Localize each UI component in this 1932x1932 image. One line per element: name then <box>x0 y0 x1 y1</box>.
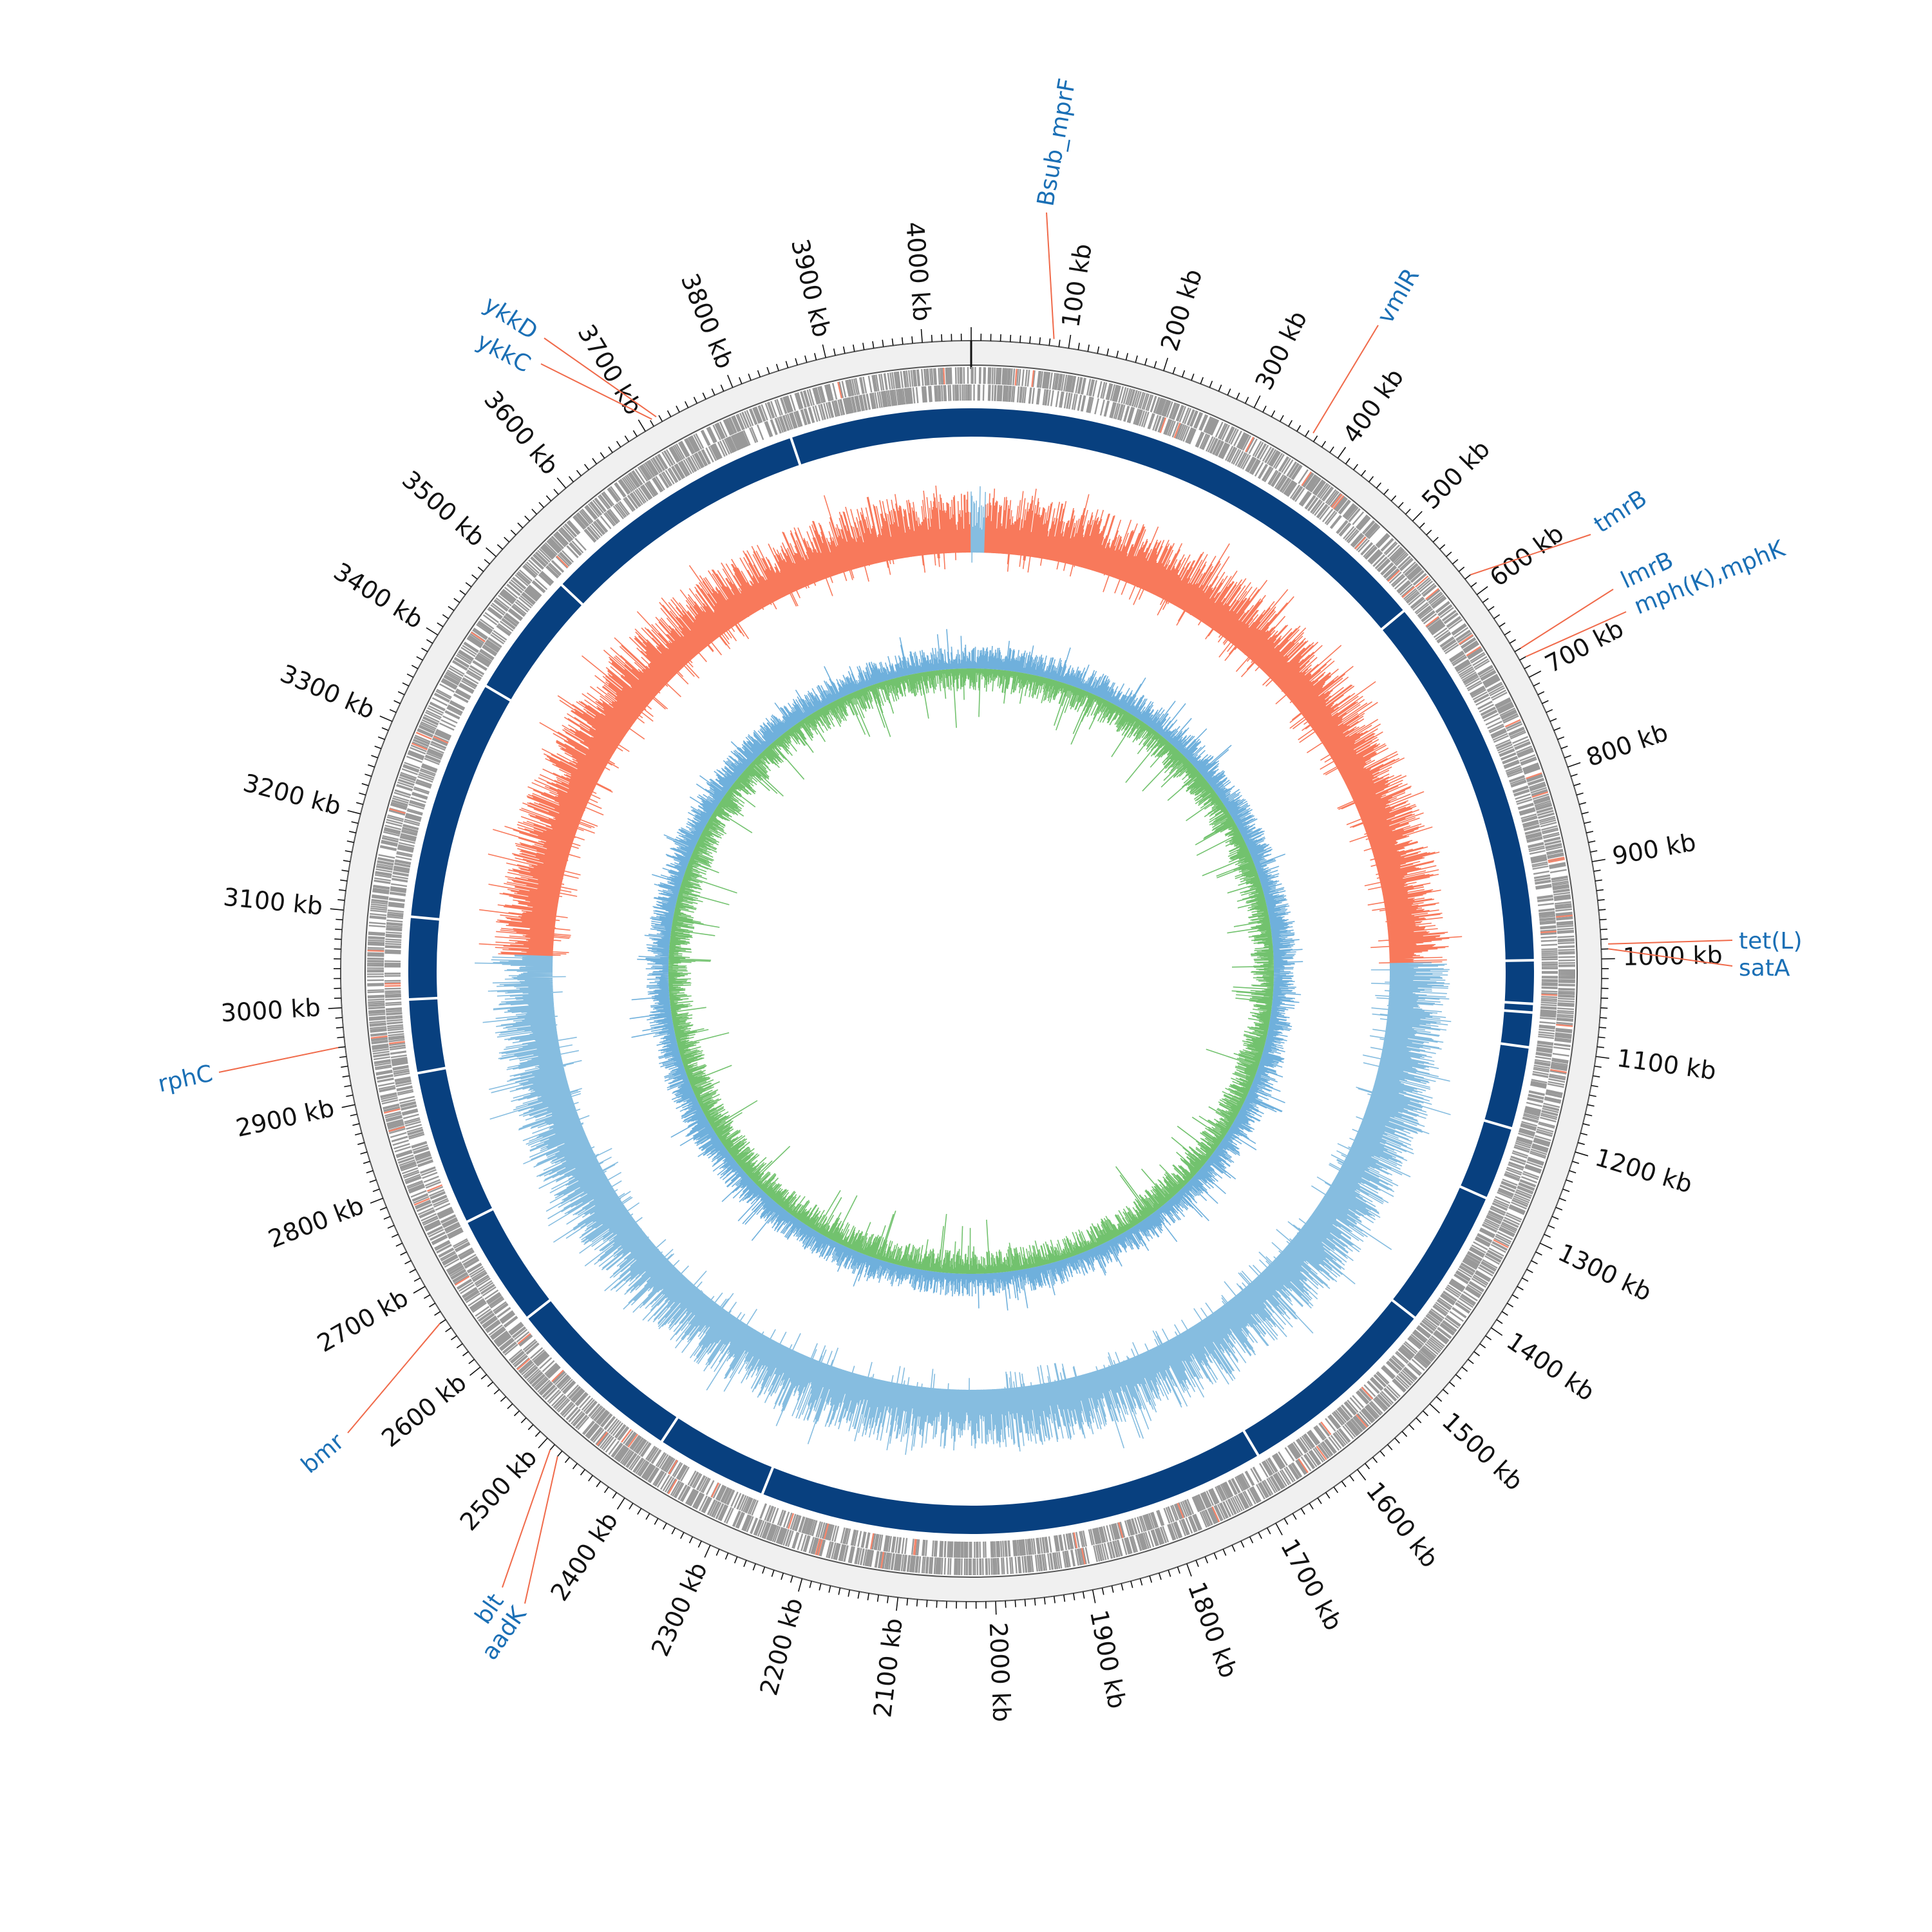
cds-features-highlight <box>384 417 1558 1555</box>
cds-track-reverse <box>384 384 1558 1558</box>
coordinate-label: 2000 kb <box>984 1622 1016 1723</box>
coordinate-label: 2100 kb <box>868 1616 908 1719</box>
gene-label: rphC <box>156 1060 215 1097</box>
gc-content-track <box>629 629 1303 1311</box>
gc-skew-track <box>475 486 1463 1455</box>
gc-content-below <box>668 668 1274 1274</box>
gene-leader-line <box>1312 325 1379 434</box>
gene-leader-line <box>1608 940 1733 945</box>
coordinate-label: 1000 kb <box>1622 941 1723 971</box>
cds-features <box>384 384 1558 1558</box>
gc-skew-negative <box>475 486 1452 1455</box>
coordinate-label: 1400 kb <box>1502 1327 1600 1406</box>
gene-label: tmrB <box>1589 485 1652 538</box>
contig-gaps <box>408 436 1535 1496</box>
coordinate-label: 3200 kb <box>240 768 344 820</box>
coordinate-label: 3900 kb <box>786 236 837 340</box>
gene-leader-line <box>1525 611 1627 658</box>
gene-label: vmlR <box>1372 264 1425 328</box>
gene-label: satA <box>1739 955 1790 981</box>
coordinate-label: 2300 kb <box>646 1558 713 1660</box>
coordinate-label: 2500 kb <box>455 1443 543 1536</box>
coordinate-label: 1800 kb <box>1182 1578 1243 1682</box>
gene-leader-line <box>1046 212 1055 339</box>
coordinate-label: 700 kb <box>1540 614 1628 679</box>
coordinate-label: 3000 kb <box>220 993 321 1027</box>
coordinate-label: 200 kb <box>1155 265 1208 354</box>
tick-marks <box>328 327 1615 1615</box>
gene-label: bmr <box>296 1428 349 1479</box>
cds-track-forward <box>366 366 1576 1576</box>
gene-leader-line <box>1470 534 1591 576</box>
coordinate-label: 3100 kb <box>222 883 324 921</box>
contig-band <box>408 408 1535 1534</box>
gc-content-above <box>629 629 1303 1311</box>
gene-label: tet(L) <box>1739 928 1803 954</box>
gene-leader-line <box>1520 589 1614 649</box>
coordinate-label: 3500 kb <box>397 465 491 552</box>
cds-features-highlight <box>367 367 1573 1569</box>
coordinate-label: 500 kb <box>1416 435 1495 515</box>
gene-label: Bsub_mprF <box>1032 77 1081 209</box>
gene-leader-line <box>524 1456 558 1604</box>
coordinate-label: 300 kb <box>1249 307 1312 395</box>
coordinate-label: 1300 kb <box>1554 1238 1656 1307</box>
cds-features <box>366 366 1576 1576</box>
coordinate-label: 1500 kb <box>1437 1407 1529 1496</box>
coordinate-label: 3600 kb <box>478 385 564 480</box>
coordinate-label: 3300 kb <box>276 659 379 724</box>
coordinate-label: 1900 kb <box>1084 1607 1132 1710</box>
coordinate-label: 1200 kb <box>1592 1143 1696 1199</box>
coordinate-label: 1600 kb <box>1361 1477 1444 1573</box>
coordinate-label: 4000 kb <box>900 221 936 323</box>
coordinate-ticks <box>328 327 1615 1615</box>
coordinate-label: 3700 kb <box>572 319 648 419</box>
coordinate-label: 2200 kb <box>754 1595 808 1698</box>
coordinate-label: 1700 kb <box>1275 1534 1348 1635</box>
gc-skew-positive <box>478 486 1463 964</box>
coordinate-label: 2800 kb <box>265 1191 368 1254</box>
coordinate-label: 3800 kb <box>676 270 739 373</box>
coordinate-label: 900 kb <box>1610 828 1698 870</box>
coordinate-label: 2900 kb <box>233 1094 337 1142</box>
coordinate-label: 3400 kb <box>328 557 428 634</box>
coordinate-label: 100 kb <box>1056 242 1097 329</box>
coordinate-label: 2400 kb <box>545 1507 623 1606</box>
gene-leader-line <box>347 1323 440 1434</box>
gene-leader-line <box>218 1046 339 1073</box>
gene-leader-line <box>544 337 657 418</box>
coordinate-label: 2700 kb <box>312 1283 413 1358</box>
coordinate-label: 2600 kb <box>376 1368 471 1453</box>
gene-leader-line <box>1608 948 1733 967</box>
coordinate-label: 800 kb <box>1583 718 1672 772</box>
coordinate-label: 1100 kb <box>1615 1044 1718 1086</box>
contig-ring <box>408 408 1534 1534</box>
gene-leader-line <box>502 1450 551 1588</box>
gene-leader-line <box>540 363 652 420</box>
